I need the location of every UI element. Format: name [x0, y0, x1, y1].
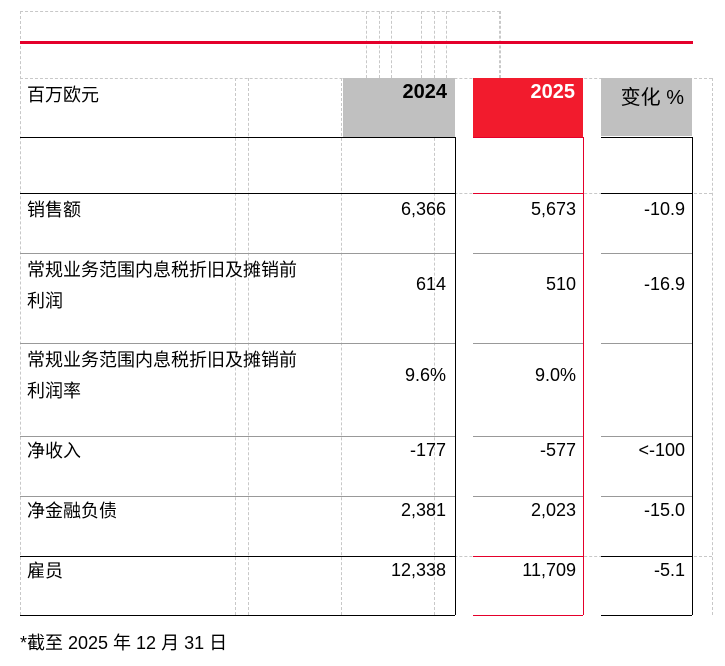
- unit-label: 百万欧元: [27, 85, 99, 105]
- red-rule: [20, 41, 693, 44]
- row-label: 雇员: [27, 561, 63, 581]
- table-row: 雇员 12,338 11,709 -5.1: [0, 556, 725, 616]
- header-2024: 2024: [343, 78, 455, 137]
- border: [601, 496, 692, 497]
- gridline: [366, 11, 367, 78]
- gridline: [341, 78, 342, 615]
- border: [473, 193, 583, 194]
- value-change: -16.9: [643, 274, 685, 294]
- value-2024: 2,381: [400, 500, 446, 520]
- table-row: 净金融负债 2,381 2,023 -15.0: [0, 496, 725, 556]
- gridline: [20, 11, 500, 12]
- border: [473, 556, 583, 557]
- value-2024: 12,338: [390, 560, 446, 580]
- gridline: [379, 11, 380, 78]
- row-label: 销售额: [27, 200, 81, 220]
- row-label: 常规业务范围内息税折旧及摊销前利润: [27, 260, 297, 311]
- value-2025: 9.0%: [534, 365, 576, 385]
- border: [20, 496, 455, 497]
- header-2025: 2025: [473, 78, 583, 137]
- gridline: [499, 11, 500, 78]
- table-row: 常规业务范围内息税折旧及摊销前利润 614 510 -16.9: [0, 253, 725, 343]
- border: [455, 137, 456, 615]
- border: [473, 137, 583, 138]
- value-2024: 9.6%: [404, 365, 446, 385]
- border: [20, 615, 455, 616]
- footnote: *截至 2025 年 12 月 31 日: [20, 633, 228, 653]
- gridline: [421, 11, 422, 78]
- border: [601, 615, 692, 616]
- gridline: [235, 78, 236, 615]
- value-2024: 614: [415, 274, 446, 294]
- table-row: 销售额 6,366 5,673 -10.9: [0, 193, 725, 253]
- gridline: [248, 78, 249, 615]
- header-change-label: 变化 %: [620, 87, 684, 109]
- value-2025: 2,023: [530, 500, 576, 520]
- header-change: 变化 %: [601, 78, 692, 136]
- value-2025: 11,709: [522, 560, 576, 580]
- value-change: -5.1: [653, 560, 685, 580]
- border: [473, 253, 583, 254]
- value-2025: 510: [545, 274, 576, 294]
- border: [601, 343, 692, 344]
- gridline: [20, 11, 21, 615]
- row-label: 净金融负债: [27, 501, 117, 521]
- gridline: [712, 78, 713, 615]
- border: [601, 556, 692, 557]
- border: [473, 436, 583, 437]
- value-2025: 5,673: [530, 199, 576, 219]
- table-row: 常规业务范围内息税折旧及摊销前利润率 9.6% 9.0%: [0, 343, 725, 436]
- border: [692, 137, 693, 615]
- border: [473, 496, 583, 497]
- border: [583, 137, 584, 615]
- gridline: [434, 11, 435, 78]
- value-2025: -577: [539, 440, 576, 460]
- value-change: <-100: [638, 440, 685, 460]
- header-2025-label: 2025: [530, 81, 576, 103]
- value-2024: -177: [409, 440, 446, 460]
- value-change: -10.9: [643, 199, 685, 219]
- border: [473, 615, 583, 616]
- border: [20, 253, 455, 254]
- border: [20, 343, 455, 344]
- gridline: [434, 78, 435, 615]
- value-change: -15.0: [643, 500, 685, 520]
- border: [601, 436, 692, 437]
- header-2024-label: 2024: [402, 81, 448, 103]
- gridline: [391, 11, 392, 78]
- gridline: [500, 11, 501, 78]
- border: [20, 436, 455, 437]
- border: [20, 556, 455, 557]
- row-label: 常规业务范围内息税折旧及摊销前利润率: [27, 350, 297, 401]
- border: [20, 137, 455, 138]
- border: [20, 193, 455, 194]
- border: [601, 193, 692, 194]
- table-row: 净收入 -177 -577 <-100: [0, 436, 725, 496]
- row-label: 净收入: [27, 441, 81, 461]
- gridline: [446, 11, 447, 78]
- border: [601, 253, 692, 254]
- value-2024: 6,366: [400, 199, 446, 219]
- border: [601, 137, 692, 138]
- border: [473, 343, 583, 344]
